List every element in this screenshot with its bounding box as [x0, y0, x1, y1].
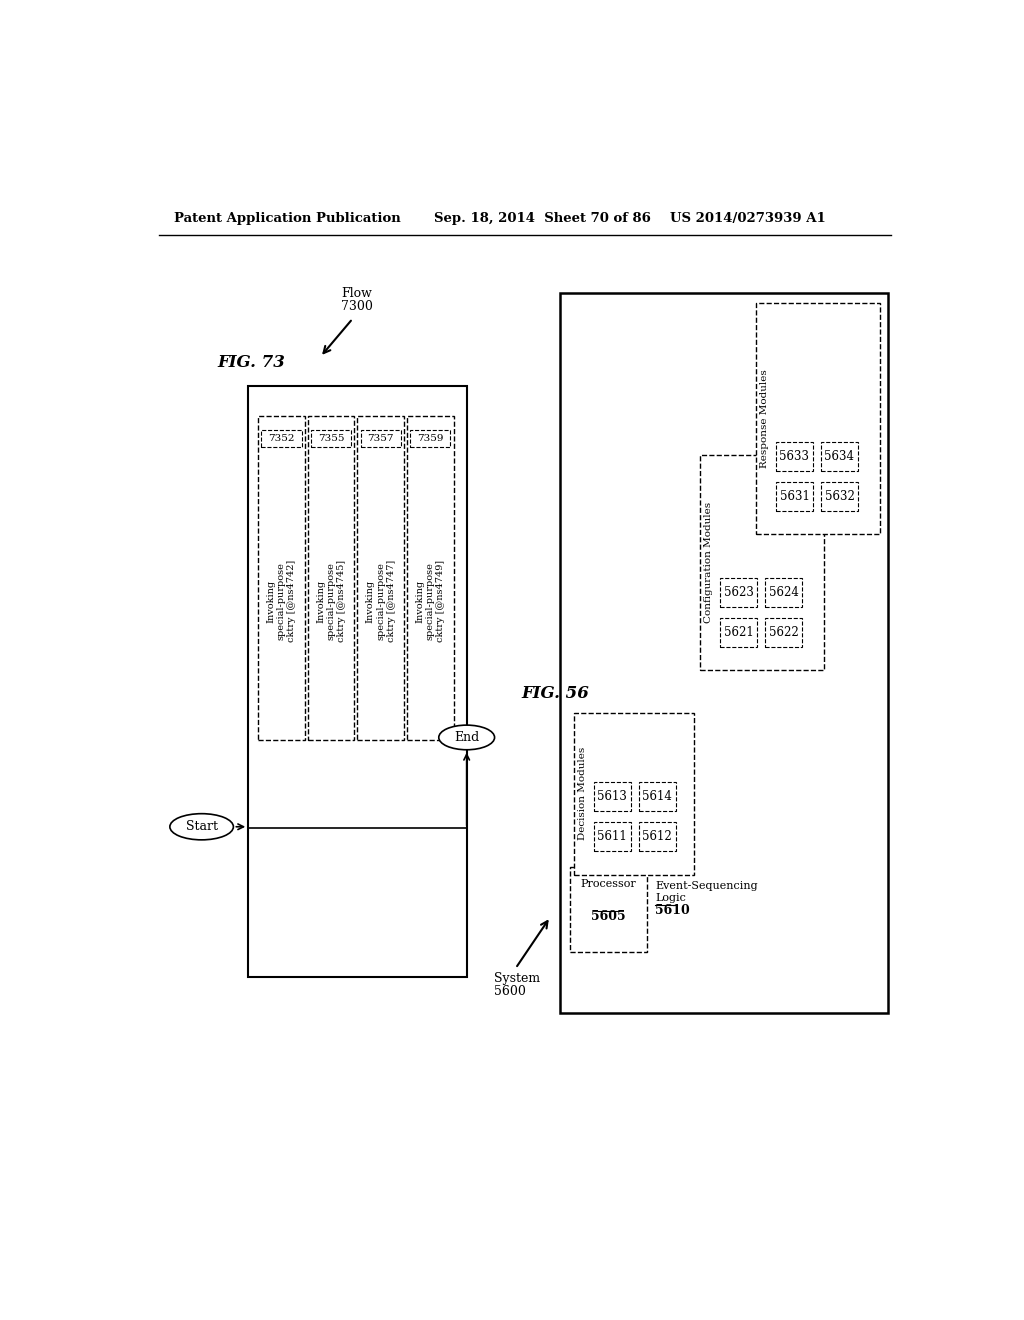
Text: 5605: 5605: [591, 911, 626, 924]
Bar: [821, 482, 858, 511]
Bar: [776, 482, 813, 511]
Bar: [308, 416, 354, 739]
Bar: [639, 781, 676, 812]
Text: 5614: 5614: [642, 791, 673, 804]
Bar: [720, 578, 758, 607]
Text: 7352: 7352: [268, 434, 295, 444]
Text: FIG. 73: FIG. 73: [217, 354, 285, 371]
Bar: [765, 618, 802, 647]
Text: 5631: 5631: [779, 490, 809, 503]
Text: 5600: 5600: [494, 985, 525, 998]
Text: Sep. 18, 2014  Sheet 70 of 86: Sep. 18, 2014 Sheet 70 of 86: [434, 213, 651, 224]
Text: 5621: 5621: [724, 626, 754, 639]
Bar: [311, 430, 351, 447]
Text: Configuration Modules: Configuration Modules: [703, 502, 713, 623]
Ellipse shape: [438, 725, 495, 750]
Bar: [594, 781, 631, 812]
Text: 5612: 5612: [642, 830, 672, 843]
Text: Invoking
special-purpose
cktry [@ns4747]: Invoking special-purpose cktry [@ns4747]: [366, 560, 395, 643]
Text: System: System: [494, 972, 540, 985]
Text: Response Modules: Response Modules: [760, 370, 769, 469]
Text: Event-Sequencing: Event-Sequencing: [655, 880, 758, 891]
Text: Start: Start: [185, 820, 218, 833]
Text: Invoking
special-purpose
cktry [@ns4742]: Invoking special-purpose cktry [@ns4742]: [266, 560, 296, 643]
Bar: [569, 867, 647, 952]
Text: 7357: 7357: [368, 434, 394, 444]
Text: 7359: 7359: [417, 434, 443, 444]
Text: Invoking
special-purpose
cktry [@ns4745]: Invoking special-purpose cktry [@ns4745]: [316, 560, 346, 643]
Text: 5634: 5634: [824, 450, 854, 463]
Text: Processor: Processor: [581, 879, 636, 888]
Bar: [560, 293, 888, 1014]
Bar: [261, 430, 302, 447]
Bar: [410, 430, 451, 447]
Bar: [573, 713, 693, 875]
Text: End: End: [454, 731, 479, 744]
Bar: [821, 442, 858, 471]
Text: 7300: 7300: [341, 300, 373, 313]
Text: Patent Application Publication: Patent Application Publication: [174, 213, 401, 224]
Bar: [700, 455, 824, 671]
Text: US 2014/0273939 A1: US 2014/0273939 A1: [671, 213, 826, 224]
Text: 5624: 5624: [769, 586, 799, 599]
Bar: [248, 385, 467, 977]
Text: 5632: 5632: [824, 490, 854, 503]
Ellipse shape: [170, 813, 233, 840]
Text: Logic: Logic: [655, 892, 686, 903]
Bar: [407, 416, 454, 739]
Text: 5613: 5613: [597, 791, 628, 804]
Bar: [720, 618, 758, 647]
Bar: [360, 430, 400, 447]
Bar: [756, 304, 880, 535]
Text: Flow: Flow: [341, 286, 372, 300]
Bar: [258, 416, 305, 739]
Text: Decision Modules: Decision Modules: [578, 747, 587, 841]
Bar: [357, 416, 403, 739]
Text: Invoking
special-purpose
cktry [@ns4749]: Invoking special-purpose cktry [@ns4749]: [416, 560, 445, 643]
Bar: [776, 442, 813, 471]
Bar: [594, 822, 631, 851]
Text: 5623: 5623: [724, 586, 754, 599]
Bar: [765, 578, 802, 607]
Text: 5610: 5610: [655, 904, 690, 917]
Text: 5622: 5622: [769, 626, 799, 639]
Text: 7355: 7355: [317, 434, 344, 444]
Text: 5611: 5611: [597, 830, 628, 843]
Text: 5633: 5633: [779, 450, 810, 463]
Bar: [639, 822, 676, 851]
Text: FIG. 56: FIG. 56: [521, 685, 590, 702]
